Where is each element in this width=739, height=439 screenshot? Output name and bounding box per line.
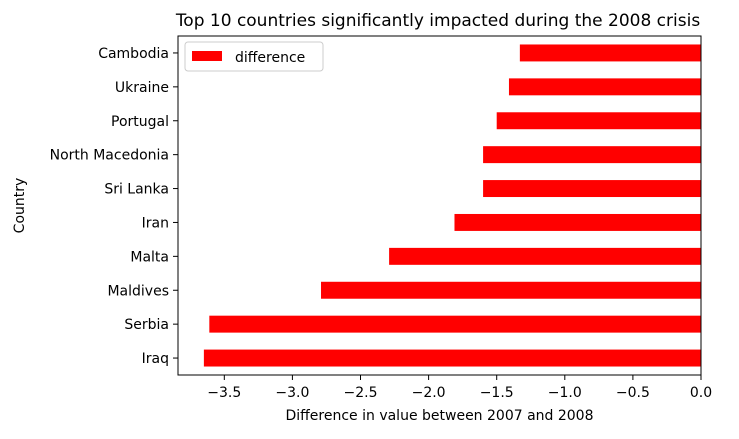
x-tick-label: −3.5 (207, 385, 241, 401)
bar-iran (454, 213, 701, 231)
x-tick-label: −1.5 (480, 385, 514, 401)
x-tick-label: −2.5 (344, 385, 378, 401)
x-tick-label: −0.5 (616, 385, 650, 401)
bar-ukraine (508, 78, 701, 96)
y-tick-label: North Macedonia (50, 148, 169, 164)
y-tick-label: Iraq (142, 351, 169, 367)
y-tick-label: Maldives (107, 283, 169, 299)
bars-layer (203, 44, 702, 367)
y-tick-label: Cambodia (98, 46, 169, 62)
y-tick-label: Serbia (124, 317, 169, 333)
x-tick-label: −2.0 (412, 385, 446, 401)
y-axis-label: Country (12, 178, 28, 234)
y-tick-label: Malta (130, 249, 169, 265)
x-tick-label: −3.0 (275, 385, 309, 401)
bar-sri-lanka (483, 180, 701, 198)
x-axis-label: Difference in value between 2007 and 200… (285, 408, 593, 424)
bar-malta (389, 247, 701, 265)
x-axis-ticks: −3.5 −3.0 −2.5 −2.0 −1.5 −1.0 −0.5 0.0 (207, 375, 712, 401)
plot-frame (177, 35, 702, 376)
chart-title: Top 10 countries significantly impacted … (175, 11, 701, 31)
legend: difference (184, 41, 324, 72)
legend-swatch (192, 51, 222, 61)
bar-north-macedonia (483, 146, 701, 164)
x-tick-label: 0.0 (690, 385, 712, 401)
bar-maldives (321, 281, 701, 299)
bar-iraq (203, 349, 701, 367)
y-tick-label: Sri Lanka (104, 182, 169, 198)
legend-box (184, 41, 324, 72)
bar-portugal (496, 112, 701, 130)
y-axis-ticks: Cambodia Ukraine Portugal North Macedonia Sr… (50, 46, 178, 367)
legend-label: difference (235, 50, 305, 66)
y-tick-label: Ukraine (115, 80, 169, 96)
y-tick-label: Iran (142, 215, 169, 231)
bar-serbia (209, 315, 702, 333)
bar-cambodia (519, 44, 701, 62)
x-tick-label: −1.0 (548, 385, 582, 401)
y-tick-label: Portugal (111, 114, 169, 130)
